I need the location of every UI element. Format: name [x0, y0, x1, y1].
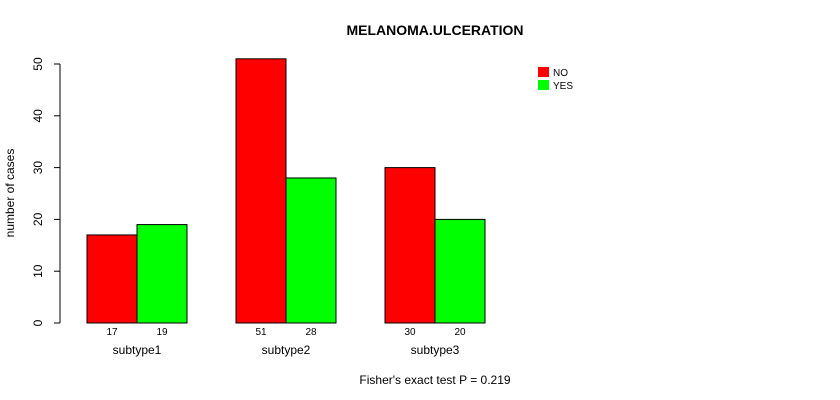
legend: NO YES — [538, 67, 573, 92]
bar-subtype3-no — [384, 167, 436, 324]
bar-value-label: 28 — [305, 327, 317, 338]
bar-value-label: 51 — [255, 327, 267, 338]
value-labels: 17 19 51 28 30 20 — [106, 327, 466, 338]
bars — [86, 58, 486, 324]
y-axis-label: number of cases — [3, 149, 17, 238]
y-tick-label: 50 — [31, 57, 45, 71]
chart-title: MELANOMA.ULCERATION — [346, 22, 523, 38]
y-tick-label: 10 — [31, 264, 45, 278]
y-tick-label: 30 — [31, 161, 45, 175]
category-label: subtype3 — [411, 343, 460, 357]
y-tick-label: 0 — [31, 319, 45, 326]
bar-value-label: 19 — [156, 327, 168, 338]
legend-swatch-no — [538, 67, 549, 77]
fisher-test-note: Fisher's exact test P = 0.219 — [359, 373, 510, 387]
bar-value-label: 17 — [106, 327, 118, 338]
y-axis: 0 10 20 30 40 50 — [31, 57, 61, 326]
category-label: subtype2 — [262, 343, 311, 357]
legend-swatch-yes — [538, 80, 549, 90]
legend-label: YES — [553, 81, 573, 92]
bar-subtype1-yes — [136, 224, 188, 324]
bar-subtype3-yes — [434, 218, 486, 324]
y-tick-label: 40 — [31, 109, 45, 123]
category-labels: subtype1 subtype2 subtype3 — [113, 343, 460, 357]
bar-subtype2-yes — [285, 177, 337, 324]
bar-value-label: 30 — [404, 327, 416, 338]
bar-subtype1-no — [86, 234, 138, 324]
bar-subtype2-no — [235, 58, 287, 324]
y-tick-label: 20 — [31, 212, 45, 226]
bar-value-label: 20 — [454, 327, 466, 338]
legend-label: NO — [553, 68, 568, 79]
category-label: subtype1 — [113, 343, 162, 357]
